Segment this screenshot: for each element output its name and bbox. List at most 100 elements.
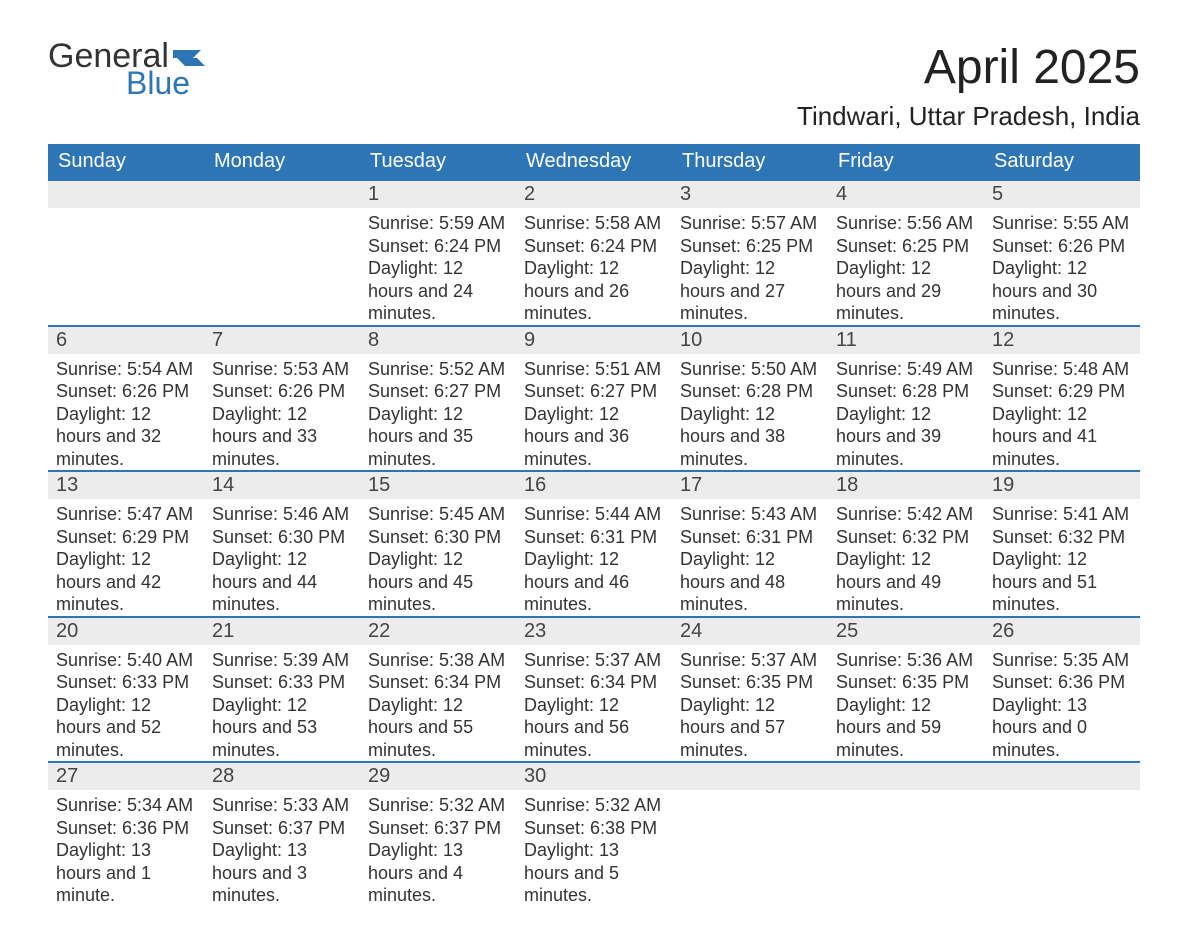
day-number-bar: 5 <box>984 179 1140 208</box>
day-body: Sunrise: 5:48 AMSunset: 6:29 PMDaylight:… <box>984 354 1140 471</box>
sunrise-text: Sunrise: 5:57 AM <box>680 212 820 235</box>
day-number-bar: 17 <box>672 470 828 499</box>
weekday-header: Saturday <box>984 144 1140 179</box>
sunrise-text: Sunrise: 5:44 AM <box>524 503 664 526</box>
calendar-week-row: 6Sunrise: 5:54 AMSunset: 6:26 PMDaylight… <box>48 325 1140 471</box>
calendar-week-row: 1Sunrise: 5:59 AMSunset: 6:24 PMDaylight… <box>48 179 1140 325</box>
calendar-day-cell: 23Sunrise: 5:37 AMSunset: 6:34 PMDayligh… <box>516 616 672 762</box>
sunrise-text: Sunrise: 5:37 AM <box>680 649 820 672</box>
day-body: Sunrise: 5:44 AMSunset: 6:31 PMDaylight:… <box>516 499 672 616</box>
calendar-day-cell: 2Sunrise: 5:58 AMSunset: 6:24 PMDaylight… <box>516 179 672 325</box>
sunset-text: Sunset: 6:36 PM <box>56 817 196 840</box>
calendar-day-cell: 14Sunrise: 5:46 AMSunset: 6:30 PMDayligh… <box>204 470 360 616</box>
sunrise-text: Sunrise: 5:32 AM <box>524 794 664 817</box>
sunset-text: Sunset: 6:28 PM <box>836 380 976 403</box>
sunset-text: Sunset: 6:26 PM <box>212 380 352 403</box>
daylight-text: Daylight: 12 hours and 59 minutes. <box>836 694 976 762</box>
sunset-text: Sunset: 6:32 PM <box>836 526 976 549</box>
calendar-week-row: 13Sunrise: 5:47 AMSunset: 6:29 PMDayligh… <box>48 470 1140 616</box>
calendar-day-cell: 3Sunrise: 5:57 AMSunset: 6:25 PMDaylight… <box>672 179 828 325</box>
daylight-text: Daylight: 12 hours and 27 minutes. <box>680 257 820 325</box>
page-title: April 2025 <box>797 40 1140 95</box>
day-number-bar: 26 <box>984 616 1140 645</box>
day-number-bar: 22 <box>360 616 516 645</box>
day-number-bar: 6 <box>48 325 204 354</box>
sunrise-text: Sunrise: 5:59 AM <box>368 212 508 235</box>
day-number-bar: 11 <box>828 325 984 354</box>
sunset-text: Sunset: 6:25 PM <box>836 235 976 258</box>
day-body: Sunrise: 5:46 AMSunset: 6:30 PMDaylight:… <box>204 499 360 616</box>
day-number-bar: 15 <box>360 470 516 499</box>
sunrise-text: Sunrise: 5:46 AM <box>212 503 352 526</box>
day-body: Sunrise: 5:52 AMSunset: 6:27 PMDaylight:… <box>360 354 516 471</box>
day-body: Sunrise: 5:53 AMSunset: 6:26 PMDaylight:… <box>204 354 360 471</box>
sunrise-text: Sunrise: 5:56 AM <box>836 212 976 235</box>
calendar-day-cell <box>48 179 204 325</box>
calendar-day-cell: 1Sunrise: 5:59 AMSunset: 6:24 PMDaylight… <box>360 179 516 325</box>
sunset-text: Sunset: 6:35 PM <box>836 671 976 694</box>
calendar-day-cell: 20Sunrise: 5:40 AMSunset: 6:33 PMDayligh… <box>48 616 204 762</box>
sunset-text: Sunset: 6:38 PM <box>524 817 664 840</box>
weekday-header: Sunday <box>48 144 204 179</box>
sunset-text: Sunset: 6:31 PM <box>680 526 820 549</box>
sunrise-text: Sunrise: 5:48 AM <box>992 358 1132 381</box>
day-number-bar: 18 <box>828 470 984 499</box>
day-body: Sunrise: 5:59 AMSunset: 6:24 PMDaylight:… <box>360 208 516 325</box>
sunrise-text: Sunrise: 5:35 AM <box>992 649 1132 672</box>
sunrise-text: Sunrise: 5:54 AM <box>56 358 196 381</box>
sunset-text: Sunset: 6:28 PM <box>680 380 820 403</box>
day-number-bar: 24 <box>672 616 828 645</box>
sunrise-text: Sunrise: 5:33 AM <box>212 794 352 817</box>
sunset-text: Sunset: 6:26 PM <box>56 380 196 403</box>
calendar-day-cell: 6Sunrise: 5:54 AMSunset: 6:26 PMDaylight… <box>48 325 204 471</box>
daylight-text: Daylight: 13 hours and 0 minutes. <box>992 694 1132 762</box>
sunset-text: Sunset: 6:33 PM <box>212 671 352 694</box>
daylight-text: Daylight: 12 hours and 35 minutes. <box>368 403 508 471</box>
sunset-text: Sunset: 6:32 PM <box>992 526 1132 549</box>
calendar-day-cell: 8Sunrise: 5:52 AMSunset: 6:27 PMDaylight… <box>360 325 516 471</box>
day-number-bar: 30 <box>516 761 672 790</box>
calendar-day-cell: 28Sunrise: 5:33 AMSunset: 6:37 PMDayligh… <box>204 761 360 907</box>
weekday-header: Thursday <box>672 144 828 179</box>
title-block: April 2025 Tindwari, Uttar Pradesh, Indi… <box>797 40 1140 132</box>
calendar-day-cell <box>672 761 828 907</box>
day-body: Sunrise: 5:54 AMSunset: 6:26 PMDaylight:… <box>48 354 204 471</box>
day-number-bar <box>204 179 360 208</box>
sunset-text: Sunset: 6:27 PM <box>524 380 664 403</box>
sunset-text: Sunset: 6:30 PM <box>212 526 352 549</box>
daylight-text: Daylight: 12 hours and 41 minutes. <box>992 403 1132 471</box>
day-body: Sunrise: 5:43 AMSunset: 6:31 PMDaylight:… <box>672 499 828 616</box>
sunset-text: Sunset: 6:34 PM <box>368 671 508 694</box>
calendar-day-cell: 11Sunrise: 5:49 AMSunset: 6:28 PMDayligh… <box>828 325 984 471</box>
day-number-bar: 27 <box>48 761 204 790</box>
day-body: Sunrise: 5:32 AMSunset: 6:38 PMDaylight:… <box>516 790 672 907</box>
day-number-bar: 25 <box>828 616 984 645</box>
day-body: Sunrise: 5:47 AMSunset: 6:29 PMDaylight:… <box>48 499 204 616</box>
day-number-bar: 3 <box>672 179 828 208</box>
daylight-text: Daylight: 12 hours and 49 minutes. <box>836 548 976 616</box>
flag-icon <box>173 44 213 66</box>
sunrise-text: Sunrise: 5:32 AM <box>368 794 508 817</box>
daylight-text: Daylight: 12 hours and 55 minutes. <box>368 694 508 762</box>
day-number-bar: 14 <box>204 470 360 499</box>
daylight-text: Daylight: 12 hours and 56 minutes. <box>524 694 664 762</box>
day-number-bar: 1 <box>360 179 516 208</box>
page: General Blue April 2025 Tindwari, Uttar … <box>0 0 1188 947</box>
calendar-day-cell <box>828 761 984 907</box>
day-body: Sunrise: 5:38 AMSunset: 6:34 PMDaylight:… <box>360 645 516 762</box>
calendar-body: 1Sunrise: 5:59 AMSunset: 6:24 PMDaylight… <box>48 179 1140 907</box>
daylight-text: Daylight: 13 hours and 4 minutes. <box>368 839 508 907</box>
day-number-bar: 23 <box>516 616 672 645</box>
sunrise-text: Sunrise: 5:42 AM <box>836 503 976 526</box>
daylight-text: Daylight: 12 hours and 33 minutes. <box>212 403 352 471</box>
day-body: Sunrise: 5:40 AMSunset: 6:33 PMDaylight:… <box>48 645 204 762</box>
sunset-text: Sunset: 6:29 PM <box>56 526 196 549</box>
daylight-text: Daylight: 12 hours and 36 minutes. <box>524 403 664 471</box>
day-number-bar: 9 <box>516 325 672 354</box>
sunset-text: Sunset: 6:24 PM <box>524 235 664 258</box>
daylight-text: Daylight: 12 hours and 46 minutes. <box>524 548 664 616</box>
day-body: Sunrise: 5:58 AMSunset: 6:24 PMDaylight:… <box>516 208 672 325</box>
calendar-day-cell: 13Sunrise: 5:47 AMSunset: 6:29 PMDayligh… <box>48 470 204 616</box>
daylight-text: Daylight: 12 hours and 30 minutes. <box>992 257 1132 325</box>
day-body: Sunrise: 5:55 AMSunset: 6:26 PMDaylight:… <box>984 208 1140 325</box>
